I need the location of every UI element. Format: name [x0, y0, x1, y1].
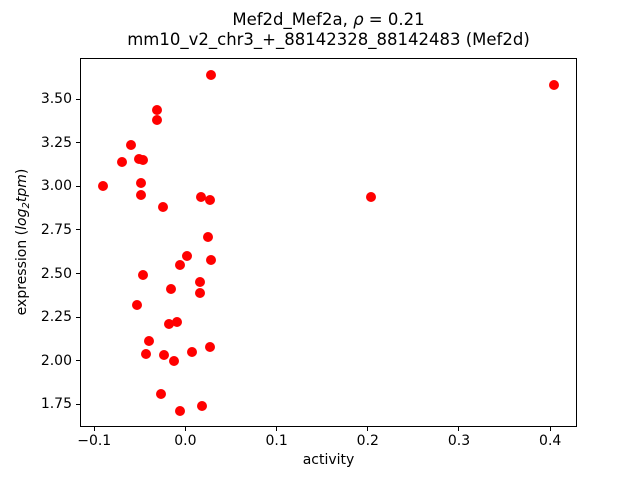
- title-gene-pair: Mef2d_Mef2a,: [232, 10, 354, 29]
- data-point: [116, 157, 127, 167]
- chart-subtitle: mm10_v2_chr3_+_88142328_88142483 (Mef2d): [127, 30, 530, 49]
- y-tick-label: 2.00: [40, 352, 72, 369]
- data-point: [548, 80, 559, 91]
- data-point: [195, 287, 205, 298]
- y-tick-label: 1.75: [40, 396, 72, 413]
- y-tick-label: 3.50: [40, 91, 72, 108]
- x-tick-label: 0.3: [447, 433, 471, 449]
- y-tick-label: 2.25: [40, 309, 72, 326]
- y-tick-label: 3.00: [40, 178, 72, 195]
- y-axis-tick: [76, 316, 80, 318]
- data-point: [205, 254, 216, 265]
- y-axis-tick: [76, 142, 80, 144]
- x-axis-tick: [367, 427, 369, 431]
- data-point: [203, 231, 214, 242]
- y-tick-label: 2.75: [40, 221, 72, 238]
- x-tick-label: 0.2: [356, 433, 379, 449]
- x-axis-tick: [184, 427, 186, 431]
- data-point: [143, 336, 154, 347]
- x-axis-tick: [458, 427, 460, 431]
- ylabel-close-paren: ): [14, 168, 30, 175]
- data-point: [132, 299, 143, 310]
- data-point: [205, 69, 216, 80]
- chart-title: Mef2d_Mef2a, ρ = 0.21 mm10_v2_chr3_+_881…: [80, 10, 577, 50]
- y-axis-tick: [76, 403, 80, 405]
- x-tick-label: 0.0: [174, 433, 197, 449]
- data-point: [157, 202, 168, 213]
- y-tick-label: 2.50: [40, 265, 72, 282]
- x-tick-label: −0.1: [77, 433, 112, 449]
- x-axis-tick: [549, 427, 551, 431]
- data-point: [159, 350, 170, 361]
- data-point: [135, 177, 146, 188]
- data-point: [205, 195, 216, 206]
- chart-title-line1: Mef2d_Mef2a, ρ = 0.21: [80, 10, 577, 30]
- data-point: [174, 259, 185, 270]
- y-axis-tick: [76, 273, 80, 274]
- data-point: [98, 181, 109, 192]
- x-axis-label: activity: [302, 452, 355, 468]
- y-axis-tick: [76, 98, 80, 100]
- data-point: [152, 115, 163, 126]
- data-point: [135, 190, 146, 201]
- x-tick-label: 0.4: [539, 433, 562, 449]
- data-point: [195, 277, 205, 288]
- plot-area: [80, 58, 577, 427]
- data-point: [172, 317, 183, 328]
- data-point: [195, 191, 206, 202]
- data-point: [205, 341, 216, 352]
- data-point: [174, 406, 185, 417]
- title-rho-value: = 0.21: [363, 10, 425, 29]
- data-point: [141, 348, 152, 359]
- x-axis-tick: [93, 427, 95, 431]
- data-point: [164, 319, 174, 330]
- data-point: [196, 400, 207, 411]
- data-point: [169, 355, 180, 366]
- y-axis-tick: [76, 360, 80, 362]
- y-axis-tick: [76, 229, 80, 231]
- data-point: [186, 346, 197, 357]
- y-tick-label: 3.25: [40, 134, 72, 151]
- data-point: [366, 191, 377, 202]
- data-point: [152, 104, 163, 115]
- data-point: [155, 388, 166, 399]
- data-point: [138, 155, 149, 166]
- y-axis-tick: [76, 185, 80, 187]
- data-point: [182, 251, 193, 262]
- ylabel-log-sub: 2: [21, 202, 32, 209]
- x-tick-label: 0.1: [265, 433, 288, 449]
- data-point: [165, 284, 176, 295]
- data-point: [125, 139, 136, 150]
- x-axis-tick: [276, 427, 278, 431]
- data-point: [137, 270, 148, 281]
- rho-symbol: ρ: [353, 10, 364, 29]
